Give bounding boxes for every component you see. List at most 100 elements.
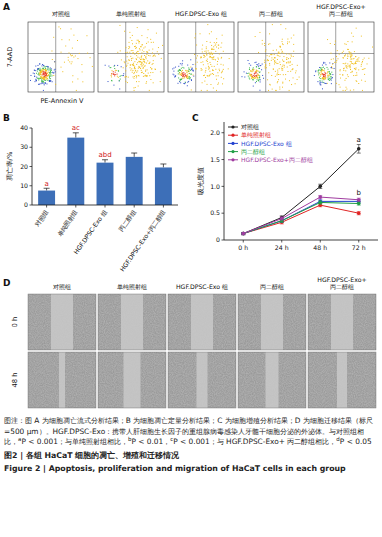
flow-dot [222,35,223,36]
flow-dot [339,84,340,85]
flow-dot [259,79,260,80]
flow-dot [255,72,256,73]
figure-title: 图2 | 各组 HaCaT 细胞的凋亡、增殖和迁移情况 [4,451,376,462]
flow-dot [47,66,48,67]
flow-dot [133,64,134,65]
flow-dot [158,54,159,55]
flow-dot [125,47,126,48]
bar [155,167,172,205]
flow-dot [46,71,47,72]
figure-title: Figure 2 | Apoptosis, proliferation and … [4,464,376,475]
flow-dot [191,69,192,70]
flow-dot [196,68,197,69]
flow-dot [208,66,209,67]
flow-dot [209,56,210,57]
flow-dot [40,76,41,77]
scratch-gap [261,294,283,350]
flow-dot [138,42,139,43]
flow-dot [265,51,266,52]
flow-frame [98,22,164,92]
error-bar [241,232,245,234]
flow-dot [350,59,351,60]
micrograph-frame [28,352,96,408]
flow-dot [289,41,290,42]
flow-dot [145,71,146,72]
flow-dot [181,78,182,79]
flow-dot [283,61,284,62]
flow-dot [217,72,218,73]
error-bar [318,184,322,188]
flow-dot [45,77,46,78]
flow-dot [251,74,252,75]
flow-dot [40,68,41,69]
flow-dot [40,71,41,72]
flow-dot [42,81,43,82]
flow-dot [49,80,50,81]
flow-dot [179,81,180,82]
flow-dot [111,74,112,75]
flow-dot [181,64,182,65]
flow-dot [75,55,76,56]
flow-dot [72,81,73,82]
flow-dot [330,74,331,75]
flow-dot [337,50,338,51]
flow-dot [111,80,112,81]
flow-dot [350,56,351,57]
flow-dot [202,61,203,62]
scratch-gap [337,352,347,408]
micrograph-bg [168,352,236,408]
flow-dot [265,68,266,69]
flow-dot [151,69,152,70]
flow-dot [330,73,331,74]
flow-dot [358,83,359,84]
flow-dot [150,67,151,68]
flow-dot [141,55,142,56]
flow-dot [182,72,183,73]
flow-dot [123,73,124,74]
flow-dot [353,58,354,59]
flow-dot [188,71,189,72]
flow-dot [36,73,37,74]
flow-dot [173,71,174,72]
flow-dot [280,47,281,48]
flow-dot [134,61,135,62]
flow-dot [254,73,255,74]
flow-dot [65,45,66,46]
flow-dot [45,72,46,73]
flow-dot [105,65,106,66]
flow-dot [352,71,353,72]
flow-dot [218,75,219,76]
flow-dot [210,56,211,57]
flow-dot [349,65,350,66]
flow-dot [38,68,39,69]
flow-dot [213,56,214,57]
flow-dot [38,74,39,75]
marker [318,185,322,189]
flow-dot [257,64,258,65]
flow-dot [182,78,183,79]
flow-dot [290,71,291,72]
flow-dot [317,81,318,82]
flow-dot [183,76,184,77]
flow-dot [143,61,144,62]
flow-dot [138,40,139,41]
flow-dot [143,48,144,49]
flow-dot [58,26,59,27]
flow-dot [221,58,222,59]
flow-dot [180,79,181,80]
group-label: 单纯照射组 [116,10,146,17]
flow-dot [124,31,125,32]
flow-dot [251,70,252,71]
flow-dot [327,83,328,84]
flow-dot [114,75,115,76]
flow-dot [253,79,254,80]
flow-dot [141,35,142,36]
flow-dot [250,74,251,75]
flow-dot [129,52,130,53]
flow-dot [218,48,219,49]
flow-dot [206,60,207,61]
flow-dot [340,69,341,70]
flow-dot [137,53,138,54]
flow-dot [332,68,333,69]
flow-dot [209,75,210,76]
